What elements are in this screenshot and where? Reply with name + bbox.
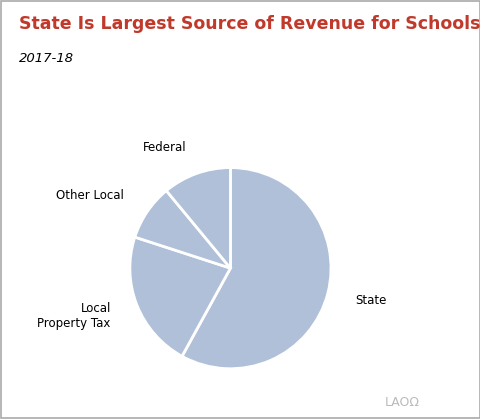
Text: Other Local: Other Local (56, 189, 124, 202)
Wedge shape (166, 168, 230, 268)
Text: Local
Property Tax: Local Property Tax (37, 302, 110, 330)
Wedge shape (134, 191, 230, 268)
Text: State: State (354, 294, 386, 307)
Text: Figure 6: Figure 6 (7, 2, 62, 15)
Wedge shape (130, 237, 230, 356)
Text: 2017-18: 2017-18 (19, 52, 74, 65)
Text: LAOΩ: LAOΩ (384, 396, 419, 409)
Wedge shape (181, 168, 330, 369)
Text: Federal: Federal (143, 140, 186, 153)
Text: State Is Largest Source of Revenue for Schools: State Is Largest Source of Revenue for S… (19, 15, 480, 33)
